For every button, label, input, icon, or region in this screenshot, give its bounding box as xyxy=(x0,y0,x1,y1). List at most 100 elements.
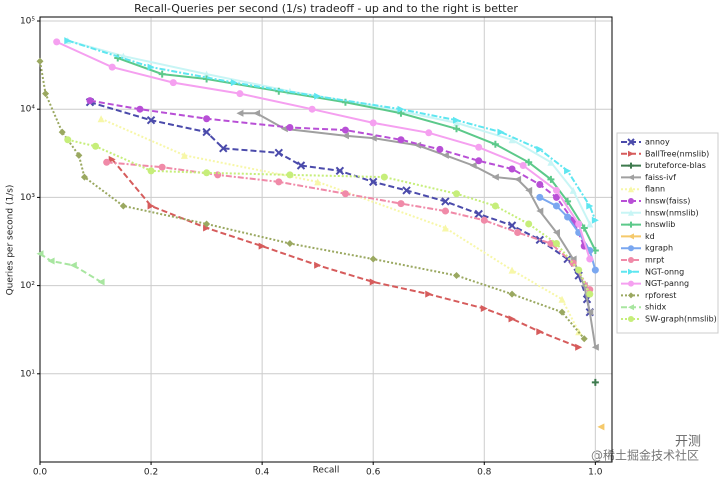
marker xyxy=(558,295,566,303)
marker xyxy=(514,175,522,183)
marker xyxy=(397,136,405,144)
marker xyxy=(436,145,444,153)
marker xyxy=(203,169,211,177)
marker xyxy=(586,255,594,263)
marker xyxy=(425,290,433,298)
marker xyxy=(203,220,211,228)
marker xyxy=(203,224,211,232)
marker xyxy=(536,145,544,153)
marker xyxy=(119,202,127,210)
marker xyxy=(64,37,72,45)
marker xyxy=(536,193,544,201)
legend-label: NGT-onng xyxy=(645,267,684,276)
marker xyxy=(536,328,544,336)
marker xyxy=(586,220,594,228)
marker xyxy=(286,240,294,248)
marker xyxy=(575,266,583,274)
marker xyxy=(591,266,599,274)
marker xyxy=(158,163,166,171)
legend-marker xyxy=(628,209,634,216)
marker xyxy=(480,304,488,312)
marker xyxy=(480,216,488,224)
marker xyxy=(552,186,560,194)
legend-label: hnswlib xyxy=(645,220,675,229)
legend-label: bruteforce-blas xyxy=(645,161,706,170)
legend-marker xyxy=(628,162,634,169)
marker xyxy=(86,97,94,105)
marker xyxy=(314,92,322,100)
marker xyxy=(296,161,306,170)
marker xyxy=(497,128,505,136)
marker xyxy=(308,105,316,113)
marker xyxy=(569,259,577,267)
marker xyxy=(314,261,322,269)
marker xyxy=(146,116,156,125)
marker xyxy=(203,75,211,83)
marker xyxy=(36,57,44,65)
y-tick-label: 10⁴ xyxy=(20,105,35,115)
marker xyxy=(519,161,527,169)
series-line xyxy=(67,39,591,225)
marker xyxy=(369,119,377,127)
marker xyxy=(508,136,516,144)
marker xyxy=(491,173,499,181)
marker xyxy=(425,129,433,137)
legend-label: annoy xyxy=(645,138,670,147)
marker xyxy=(275,178,283,186)
marker xyxy=(64,136,72,144)
marker xyxy=(97,115,105,123)
legend-marker xyxy=(628,186,634,193)
marker xyxy=(158,70,166,78)
plot-frame xyxy=(39,16,613,463)
marker xyxy=(575,220,583,228)
legend-label: NGT-panng xyxy=(645,279,689,288)
y-tick-label: 10² xyxy=(20,281,35,291)
marker xyxy=(441,197,450,206)
legend-label: SW-graph(nmslib) xyxy=(645,315,717,324)
marker xyxy=(92,142,100,150)
marker xyxy=(525,220,533,228)
marker xyxy=(552,240,560,248)
legend-marker xyxy=(628,268,634,275)
legend-marker xyxy=(628,280,634,287)
legend-label: kgraph xyxy=(645,244,673,253)
marker xyxy=(369,255,377,263)
marker xyxy=(203,70,211,78)
y-tick-label: 10¹ xyxy=(20,369,35,379)
legend-marker xyxy=(627,138,635,146)
marker xyxy=(341,126,349,134)
marker xyxy=(180,151,188,159)
x-tick-label: 0.4 xyxy=(255,468,270,478)
legend-marker xyxy=(628,316,634,322)
x-tick-label: 0.0 xyxy=(33,468,48,478)
legend-label: hnsw(nmslib) xyxy=(645,208,699,217)
marker xyxy=(369,278,377,286)
marker xyxy=(564,213,572,221)
marker xyxy=(47,257,55,265)
marker xyxy=(453,272,461,280)
marker xyxy=(564,197,572,205)
marker xyxy=(475,157,483,165)
marker xyxy=(103,158,111,166)
series-line xyxy=(39,61,585,340)
legend-marker xyxy=(628,245,634,252)
marker xyxy=(580,335,588,343)
marker xyxy=(286,171,294,179)
legend-marker xyxy=(628,198,634,204)
marker xyxy=(475,143,483,151)
marker xyxy=(552,202,560,210)
legend-label: faiss-ivf xyxy=(645,173,676,182)
x-tick-label: 0.8 xyxy=(477,468,492,478)
watermark: 开测 xyxy=(675,435,701,450)
marker xyxy=(397,105,405,113)
marker xyxy=(491,202,499,210)
marker xyxy=(203,115,211,123)
legend-marker xyxy=(628,292,634,299)
series-line xyxy=(39,252,102,283)
marker xyxy=(586,202,594,210)
marker xyxy=(597,423,605,431)
marker xyxy=(335,166,345,176)
marker xyxy=(507,221,517,230)
marker xyxy=(397,200,405,208)
